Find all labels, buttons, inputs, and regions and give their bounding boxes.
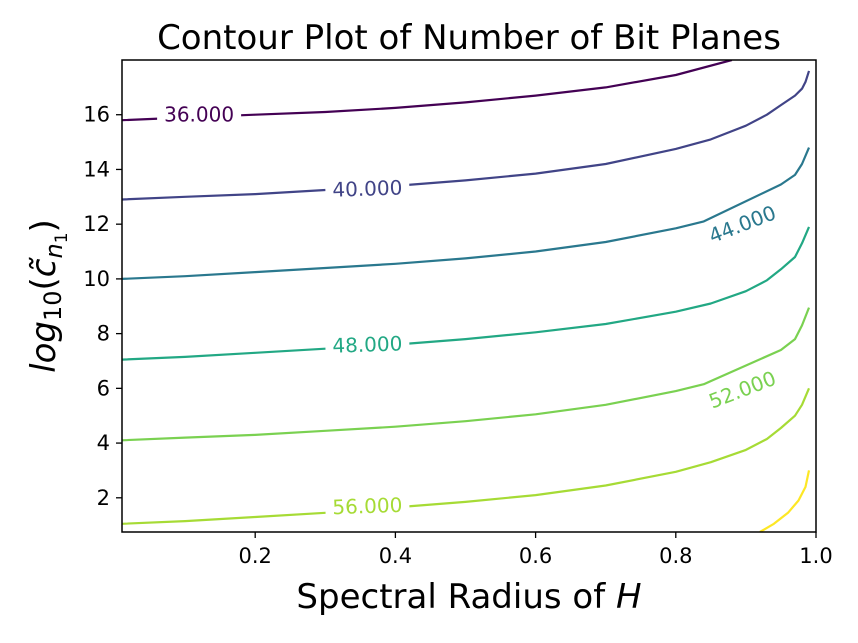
plot-area: 36.000 40.000 44.000 48.000 52.000 56.000: [122, 60, 811, 532]
contour-line: [122, 147, 811, 280]
y-label-variable-sub: n: [40, 243, 68, 258]
contour-label: 52.000: [705, 366, 779, 413]
x-tick-label: 0.8: [659, 544, 692, 568]
y-label-variable-subsub: 1: [52, 232, 72, 243]
y-label-open-paren: (: [24, 277, 64, 290]
y-label-log: log: [24, 321, 64, 373]
contour-level-48: 48.000: [122, 226, 811, 361]
contour-level-60: [759, 470, 811, 532]
contour-label: 36.000: [164, 103, 234, 127]
y-axis-label: log10(c̃n1): [24, 219, 72, 373]
y-tick-label: 16: [83, 103, 110, 127]
contour-label: 40.000: [332, 175, 403, 201]
y-label-log-base: 10: [39, 290, 67, 321]
y-tick-label: 8: [97, 322, 110, 346]
contour-line: [122, 226, 811, 361]
contour-level-40: 40.000: [122, 70, 811, 202]
x-tick-label: 1.0: [799, 544, 832, 568]
contour-level-44: 44.000: [122, 147, 811, 280]
y-tick-label: 14: [83, 157, 110, 181]
contour-level-56: 56.000: [122, 387, 811, 525]
y-label-close-paren: ): [24, 219, 64, 232]
x-axis-label: Spectral Radius of H: [296, 577, 641, 617]
y-tick-label: 12: [83, 212, 110, 236]
chart-title: Contour Plot of Number of Bit Planes: [157, 18, 781, 58]
y-tick-label: 10: [83, 267, 110, 291]
y-tick-label: 6: [97, 376, 110, 400]
x-tick-label: 0.2: [238, 544, 271, 568]
contour-label: 56.000: [332, 493, 403, 519]
contour-line: [122, 307, 811, 442]
x-axis: 0.2 0.4 0.6 0.8 1.0: [238, 532, 833, 568]
x-tick-label: 0.6: [519, 544, 552, 568]
y-tick-label: 4: [97, 431, 110, 455]
y-tick-label: 2: [97, 486, 110, 510]
x-tick-label: 0.4: [379, 544, 412, 568]
contour-line: [122, 60, 733, 122]
contour-label: 48.000: [332, 331, 403, 357]
x-axis-label-text: Spectral Radius of: [296, 577, 616, 617]
y-label-variable: c̃: [24, 256, 64, 277]
plot-frame: [121, 59, 817, 533]
y-axis: 2 4 6 8 10 12 14 16: [83, 103, 122, 510]
contour-line: [122, 70, 811, 201]
contour-level-36: 36.000: [122, 60, 733, 127]
x-axis-label-variable: H: [616, 577, 642, 617]
contour-line: [122, 387, 811, 525]
contour-line: [759, 470, 811, 532]
contour-level-52: 52.000: [122, 307, 811, 442]
contour-label: 44.000: [705, 200, 779, 247]
